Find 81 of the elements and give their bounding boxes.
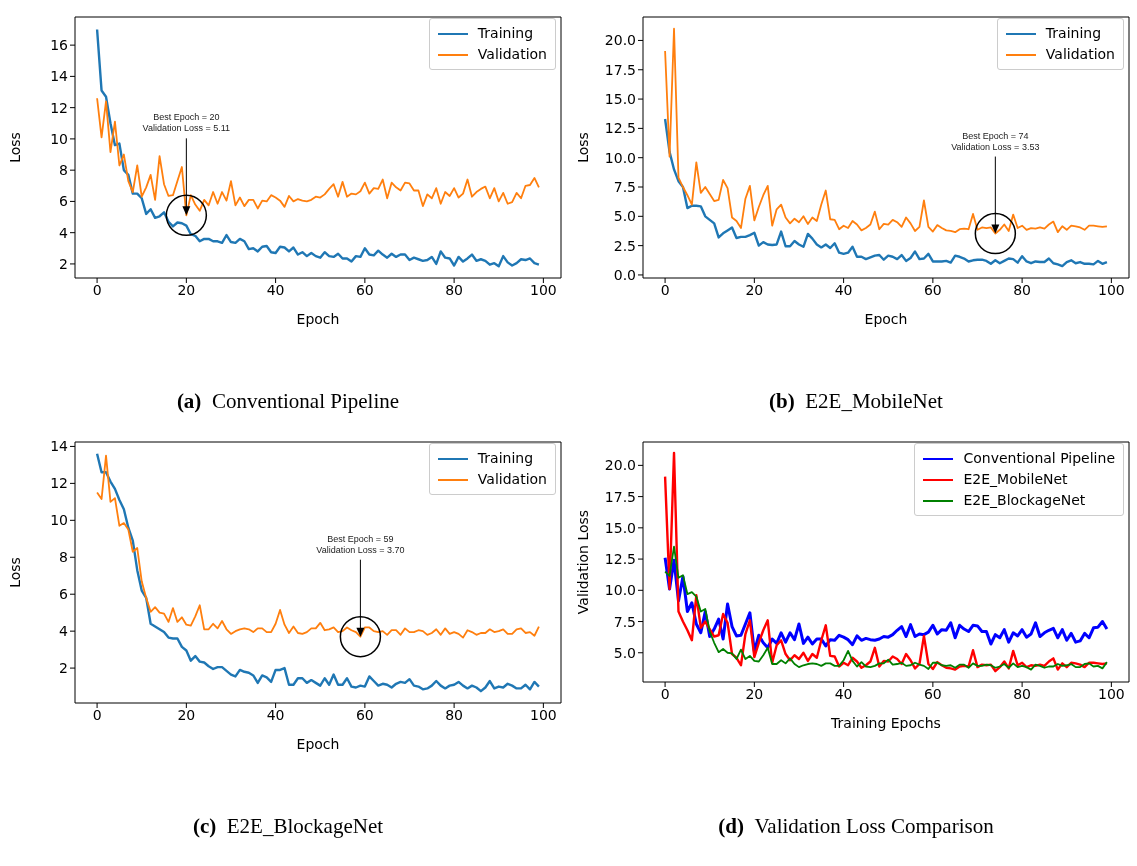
x-tick-label: 60 [355,281,374,298]
y-tick-label: 16 [50,37,69,54]
annotation: Best Epoch = 59 Validation Loss = 3.70 [316,533,405,555]
legend-label: Validation [477,470,547,489]
x-axis-title: Epoch [864,311,908,327]
legend-label: E2E_MobileNet [963,470,1068,489]
x-tick-label: 20 [745,685,764,702]
y-tick-label: 14 [50,438,69,455]
legend-label: Training [477,24,534,43]
y-tick-label: 8 [59,549,68,566]
line-series [663,117,1109,268]
x-tick-label: 0 [660,685,670,702]
y-tick-label: 12.5 [604,551,636,568]
x-tick-label: 100 [1098,685,1125,702]
y-tick-label: 4 [59,623,69,640]
annotation: Best Epoch = 74 Validation Loss = 3.53 [951,130,1040,152]
y-tick-label: 12.5 [604,120,636,137]
text: (c) E2E_BlockageNet [191,814,385,839]
x-tick-label: 60 [355,706,374,723]
x-tick-label: 60 [923,685,942,702]
legend-label: Training [477,449,534,468]
y-tick-label: 10 [50,512,68,529]
y-tick-label: 6 [59,586,69,603]
x-tick-label: 20 [177,281,196,298]
x-tick-label: 40 [266,281,285,298]
y-tick-label: 2 [59,255,68,272]
x-tick-label: 0 [660,281,670,298]
y-tick-label: 12 [50,99,68,116]
text: (d) Validation Loss Comparison [717,814,995,839]
legend-label: Conventional Pipeline [963,449,1115,468]
text: (a) Conventional Pipeline [175,389,401,414]
x-tick-label: 80 [1013,685,1032,702]
y-tick-label: 2 [59,660,68,677]
y-tick-label: 7.5 [613,613,636,630]
y-tick-label: 10 [50,130,68,147]
y-tick-label: 20.0 [604,32,636,49]
x-tick-label: 0 [92,706,102,723]
x-tick-label: 80 [445,706,464,723]
x-axis-title: Epoch [296,311,340,327]
x-tick-label: 100 [530,706,557,723]
y-tick-label: 15.0 [604,519,636,536]
x-tick-label: 80 [1013,281,1032,298]
legend-label: Validation [1045,45,1115,64]
legend-label: Validation [477,45,547,64]
legend-label: Training [1045,24,1102,43]
x-tick-label: 80 [445,281,464,298]
y-tick-label: 2.5 [613,237,636,254]
y-tick-label: 6 [59,193,69,210]
x-tick-label: 40 [834,281,853,298]
y-axis-title: Validation Loss [574,509,591,615]
y-tick-label: 10.0 [604,582,636,599]
y-tick-label: 10.0 [604,149,636,166]
legend-label: E2E_BlockageNet [963,491,1086,510]
y-tick-label: 20.0 [604,457,636,474]
x-axis-title: Epoch [296,736,340,752]
text: (b) E2E_MobileNet [768,389,944,414]
x-tick-label: 100 [1098,281,1125,298]
y-tick-label: 4 [59,224,69,241]
x-tick-label: 100 [530,281,557,298]
y-tick-label: 5.0 [613,208,636,225]
y-axis-title: Loss [6,132,23,163]
x-tick-label: 20 [745,281,764,298]
y-axis-title: Loss [574,132,591,163]
y-tick-label: 5.0 [613,644,636,661]
x-tick-label: 40 [266,706,285,723]
y-tick-label: 7.5 [613,178,636,195]
y-tick-label: 15.0 [604,91,636,108]
y-tick-label: 17.5 [604,488,636,505]
y-tick-label: 8 [59,162,68,179]
line-series [664,545,1108,671]
x-tick-label: 40 [834,685,853,702]
y-tick-label: 12 [50,475,68,492]
y-tick-label: 0.0 [613,266,636,283]
annotation: Best Epoch = 20 Validation Loss = 5.11 [142,112,231,134]
y-tick-label: 14 [50,68,69,85]
x-axis-title: Training Epochs [830,715,941,731]
x-tick-label: 60 [923,281,942,298]
y-tick-label: 17.5 [604,61,636,78]
x-tick-label: 0 [92,281,102,298]
y-axis-title: Loss [6,557,23,588]
x-tick-label: 20 [177,706,196,723]
